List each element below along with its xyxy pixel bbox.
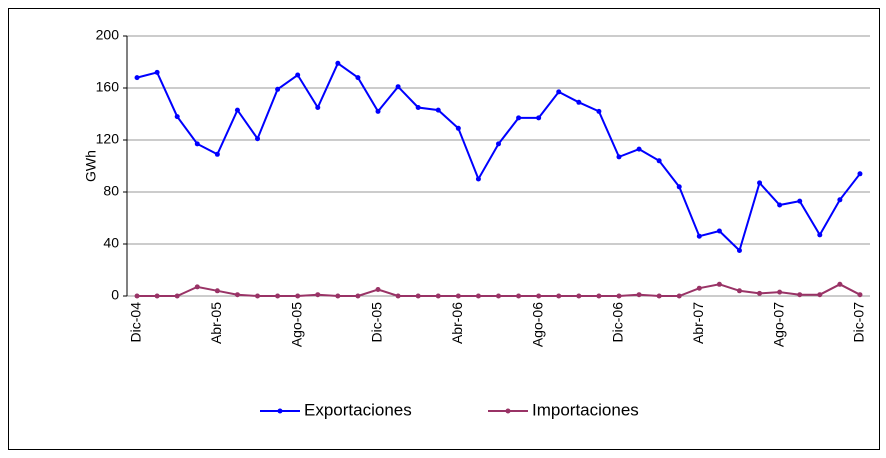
point: [395, 293, 401, 299]
x-tick-label: Dic-05: [369, 302, 385, 343]
y-tick-label: 160: [96, 79, 120, 95]
point: [475, 176, 481, 182]
point: [255, 136, 261, 142]
point: [616, 293, 622, 299]
point: [335, 60, 341, 66]
point: [496, 141, 501, 147]
point: [777, 202, 783, 208]
point: [255, 293, 261, 299]
point: [636, 146, 642, 152]
point: [736, 288, 742, 294]
point: [355, 293, 361, 299]
chart-border: [8, 8, 880, 450]
point: [295, 293, 301, 299]
point: [616, 154, 622, 160]
point: [496, 293, 501, 299]
point: [134, 75, 140, 81]
point: [736, 248, 742, 253]
legend-marker: [505, 408, 511, 414]
point: [516, 293, 522, 299]
x-tick-label: Dic-07: [851, 302, 867, 343]
point: [455, 125, 461, 131]
y-tick-label: 0: [111, 287, 119, 303]
point: [234, 292, 240, 298]
point: [676, 293, 682, 299]
point: [656, 158, 662, 164]
point: [275, 86, 281, 92]
legend-marker: [277, 408, 283, 414]
x-tick-label: Dic-04: [128, 302, 144, 343]
point: [757, 180, 763, 186]
x-tick-label: Abr-07: [690, 302, 706, 344]
point: [857, 292, 863, 298]
point: [576, 99, 582, 105]
point: [295, 72, 301, 78]
point: [556, 89, 562, 95]
y-tick-label: 40: [103, 235, 119, 251]
point: [656, 293, 662, 299]
point: [696, 285, 702, 291]
point: [435, 293, 441, 299]
point: [154, 69, 160, 75]
point: [335, 293, 341, 299]
point: [395, 84, 401, 90]
point: [576, 293, 582, 299]
point: [174, 114, 180, 120]
point: [475, 293, 481, 299]
point: [134, 293, 140, 299]
point: [837, 281, 843, 287]
x-tick-label: Abr-05: [208, 302, 224, 344]
point: [516, 115, 522, 121]
x-tick-label: Abr-06: [449, 302, 465, 344]
point: [415, 105, 421, 110]
point: [777, 289, 783, 295]
point: [716, 281, 722, 287]
point: [375, 108, 381, 114]
point: [797, 292, 803, 298]
point: [214, 151, 220, 157]
point: [275, 293, 281, 299]
point: [596, 293, 602, 299]
point: [817, 232, 823, 238]
point: [696, 233, 702, 239]
point: [596, 108, 602, 114]
y-tick-label: 200: [96, 27, 120, 43]
point: [837, 197, 843, 203]
point: [435, 107, 441, 113]
point: [857, 171, 863, 177]
y-tick-label: 120: [96, 131, 120, 147]
point: [455, 293, 461, 299]
point: [315, 292, 321, 298]
x-tick-label: Ago-05: [288, 302, 304, 347]
point: [174, 293, 180, 299]
point: [194, 284, 200, 290]
legend-label: Importaciones: [532, 400, 639, 419]
point: [234, 107, 240, 113]
point: [757, 290, 763, 296]
point: [315, 105, 321, 110]
x-tick-label: Ago-06: [529, 302, 545, 347]
x-tick-label: Ago-07: [770, 302, 786, 347]
point: [817, 292, 823, 298]
point: [194, 141, 200, 147]
x-tick-label: Dic-06: [610, 302, 626, 343]
point: [636, 292, 642, 298]
point: [375, 287, 381, 292]
point: [415, 293, 421, 299]
y-tick-label: 80: [103, 183, 119, 199]
point: [355, 75, 361, 81]
y-axis-label: GWh: [83, 150, 99, 182]
point: [716, 228, 722, 234]
legend-label: Exportaciones: [304, 400, 412, 419]
point: [797, 198, 803, 204]
point: [676, 184, 682, 190]
point: [154, 293, 160, 299]
point: [536, 115, 542, 121]
point: [536, 293, 542, 299]
point: [214, 288, 220, 294]
point: [556, 293, 562, 299]
